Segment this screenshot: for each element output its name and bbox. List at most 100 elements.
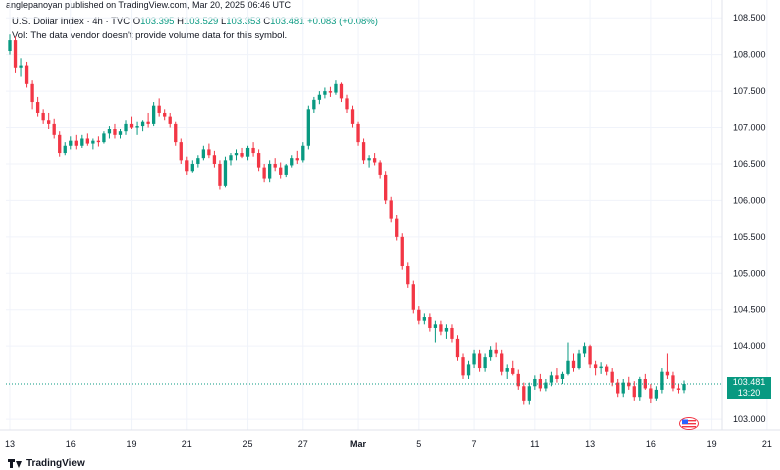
price-tick-label: 107.500 (733, 86, 766, 96)
candle-body (256, 153, 261, 168)
price-tick-label: 104.500 (733, 305, 766, 315)
candle (85, 133, 90, 146)
candle-body (527, 386, 531, 401)
candle (488, 346, 493, 361)
candle (24, 61, 29, 88)
candle (295, 150, 299, 164)
price-tick-label: 105.000 (733, 268, 766, 278)
candle-body (19, 65, 23, 68)
candle (439, 320, 443, 336)
candle (118, 129, 123, 139)
candle-body (179, 142, 183, 161)
candle-body (30, 83, 34, 103)
candle-body (638, 378, 642, 398)
candle-body (174, 123, 178, 143)
candle (74, 134, 78, 150)
candle-body (212, 155, 217, 164)
time-axis[interactable]: 13 16 19 21 25 27 Mar 5 7 11 13 16 19 21 (5, 439, 772, 449)
candle-body (234, 153, 239, 156)
candle-body (511, 368, 515, 374)
us-flag-event-icon[interactable] (679, 417, 699, 430)
price-tick-label: 106.000 (733, 195, 766, 205)
candle-body (295, 158, 299, 161)
candle (450, 324, 454, 343)
candle-body (466, 364, 471, 376)
price-axis[interactable]: 108.500 108.000 107.500 107.000 106.500 106.0… (733, 13, 766, 424)
candle-body (229, 155, 233, 161)
time-tick-label: 19 (707, 439, 717, 449)
candle-body (676, 388, 681, 390)
candle-body (593, 364, 598, 369)
candle-body (118, 131, 123, 135)
candle (400, 233, 404, 270)
candle (13, 36, 18, 73)
chart-grid (6, 0, 768, 430)
candle (422, 313, 427, 325)
candle (251, 142, 255, 157)
candle-body (544, 382, 548, 389)
candle (395, 215, 399, 241)
candle-body (69, 140, 73, 146)
time-tick-label: 16 (66, 439, 76, 449)
candle-body (461, 357, 465, 376)
candle-body (406, 266, 410, 285)
candle-body (190, 163, 194, 172)
candle-body (555, 375, 559, 379)
candle (323, 87, 327, 99)
candle (196, 155, 200, 168)
candle-body (372, 158, 377, 163)
candle-body (439, 324, 443, 332)
candle-body (422, 317, 427, 321)
candle (290, 155, 294, 168)
candle-body (367, 158, 371, 161)
candle (129, 116, 134, 129)
candle-body (140, 121, 145, 127)
candle (339, 82, 344, 103)
candle (301, 142, 305, 163)
candle (185, 156, 189, 175)
candle-body (494, 349, 498, 354)
candle-body (135, 126, 139, 128)
candle-body (577, 353, 581, 369)
candle (256, 149, 261, 172)
candle-body (632, 386, 636, 398)
candle-body (47, 120, 51, 124)
time-tick-label: 25 (243, 439, 253, 449)
candle (262, 163, 266, 183)
candle (384, 171, 388, 205)
candle-body (621, 382, 625, 394)
time-tick-label: 19 (127, 439, 137, 449)
tradingview-footer[interactable]: TradingView (8, 458, 85, 469)
candle (500, 349, 504, 376)
candle (35, 96, 40, 117)
candle (604, 364, 609, 376)
legend-close-label: C (263, 16, 271, 27)
candle (671, 371, 675, 392)
candle-body (610, 371, 614, 383)
candle-body (240, 153, 244, 157)
candle (146, 112, 150, 128)
candle-body (654, 389, 659, 399)
candle-body (323, 91, 327, 95)
candle-body (168, 116, 172, 124)
candle-body (560, 373, 565, 379)
candles-layer (8, 34, 686, 405)
candle-body (267, 163, 272, 179)
publisher-line: anglepanoyan published on TradingView.co… (6, 0, 292, 10)
candle-body (477, 353, 482, 369)
candle (240, 147, 244, 159)
candle-body (96, 140, 101, 143)
candle (328, 86, 333, 97)
legend-low-value: 103.353 (226, 16, 261, 27)
candle (660, 368, 664, 394)
time-tick-label: 27 (298, 439, 308, 449)
candle-body (599, 366, 603, 369)
candle-body (251, 147, 255, 154)
candle-body (472, 353, 476, 365)
candle (477, 349, 482, 372)
candle-body (660, 371, 664, 390)
candle (361, 138, 366, 164)
candle-body (317, 94, 322, 100)
candle-body (566, 360, 570, 374)
